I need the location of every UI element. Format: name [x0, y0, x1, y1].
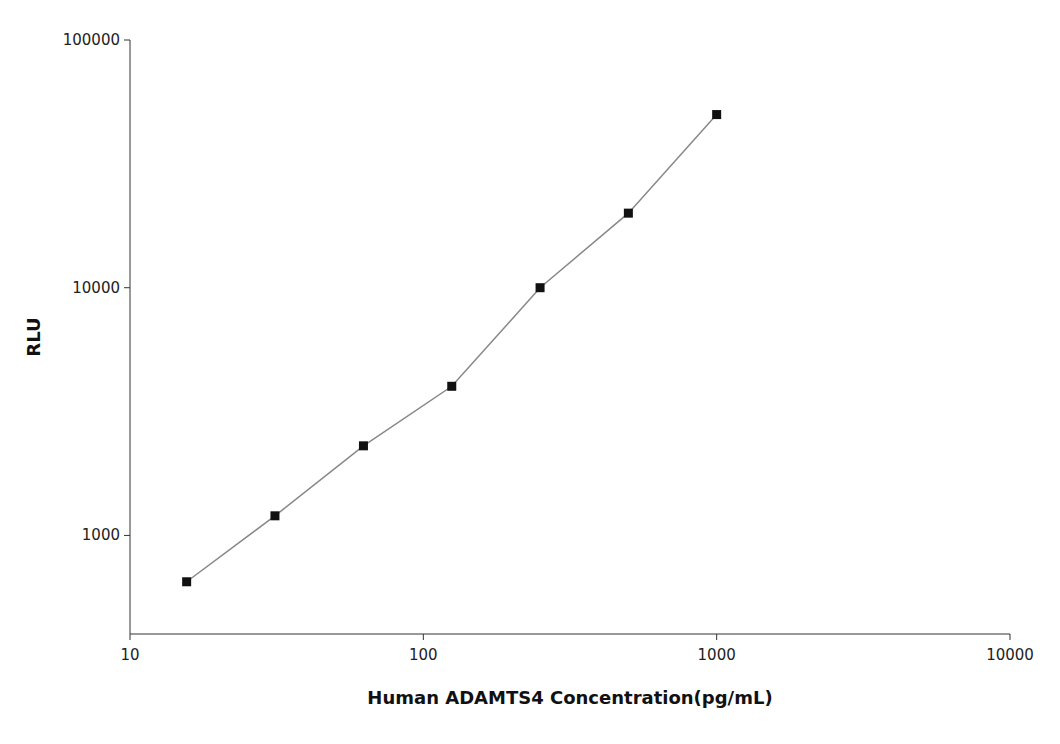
y-axis-label: RLU: [23, 317, 44, 356]
data-point: [624, 209, 633, 218]
y-tick: [124, 40, 130, 41]
chart-container: 10 100 1000 10000 1000 10000 100000 Human ADAMT…: [0, 0, 1060, 744]
data-line: [187, 115, 717, 582]
chart: 10 100 1000 10000 1000 10000 100000 Human ADAMT…: [0, 0, 1060, 744]
data-point: [270, 511, 279, 520]
data-point: [359, 441, 368, 450]
x-tick: [130, 634, 131, 640]
y-tick: [124, 287, 130, 288]
x-axis-label: Human ADAMTS4 Concentration(pg/mL): [367, 687, 772, 708]
axes: 10 100 1000 10000 1000 10000 100000: [63, 31, 1034, 664]
data-point: [536, 283, 545, 292]
y-tick-label: 100000: [63, 31, 120, 49]
x-tick-label: 100: [409, 646, 438, 664]
plot-area: [182, 110, 721, 586]
data-point: [447, 382, 456, 391]
x-tick: [423, 634, 424, 640]
x-tick-label: 1000: [698, 646, 736, 664]
x-tick-label: 10: [120, 646, 139, 664]
y-axis-line: [130, 40, 131, 634]
data-point: [182, 577, 191, 586]
x-axis-line: [130, 634, 1010, 635]
y-tick-label: 10000: [72, 279, 120, 297]
y-tick-label: 1000: [82, 526, 120, 544]
y-tick: [124, 535, 130, 536]
x-tick: [1010, 634, 1011, 640]
x-tick: [716, 634, 717, 640]
x-tick-label: 10000: [986, 646, 1034, 664]
data-point: [712, 110, 721, 119]
